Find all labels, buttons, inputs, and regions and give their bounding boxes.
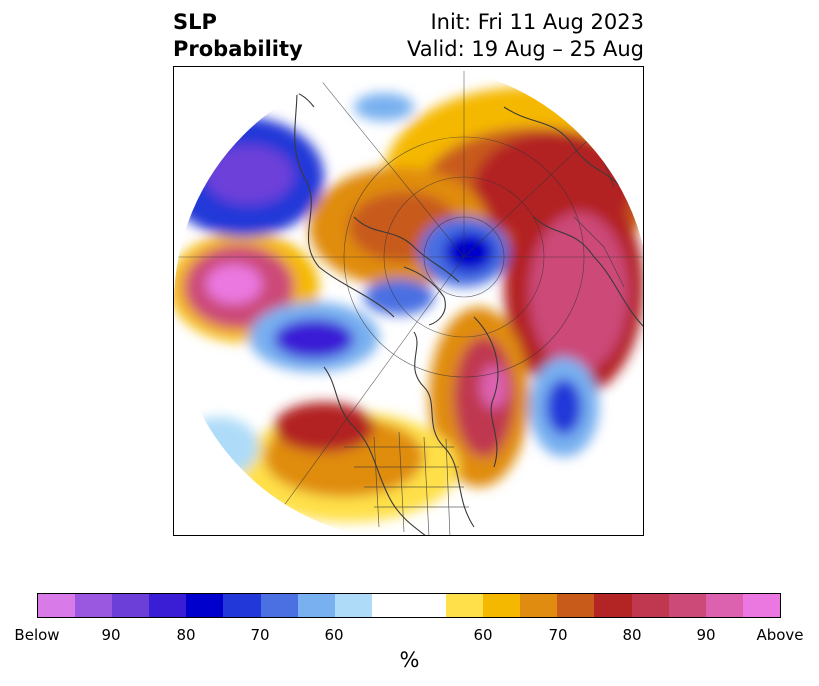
colorbar-segment [75,594,113,617]
tick-label: Above [756,626,804,644]
tick-label: 60 [473,626,493,644]
colorbar-segment [668,594,706,617]
colorbar-segment [112,594,150,617]
tick-label: Below [14,626,60,644]
colorbar-segment [371,594,409,617]
title-block-right: Init: Fri 11 Aug 2023 Valid: 19 Aug – 25… [407,9,644,63]
tick-label: 80 [622,626,642,644]
colorbar-segment [483,594,521,617]
variable-title: SLP [173,10,217,34]
tick-label: 90 [101,626,121,644]
colorbar-segment [149,594,187,617]
probability-colorbar [37,593,781,618]
colorbar-segment [260,594,298,617]
colorbar-segment [742,594,780,617]
colorbar-segment [705,594,743,617]
colorbar-segment [520,594,558,617]
colorbar-segment [594,594,632,617]
tick-label: 70 [548,626,568,644]
tick-label: 80 [176,626,196,644]
valid-range: Valid: 19 Aug – 25 Aug [406,37,644,61]
colorbar-segment [334,594,372,617]
colorbar-segment [186,594,224,617]
colorbar-segment [38,594,76,617]
tick-label: 60 [324,626,344,644]
colorbar-ticks: Below 90 80 70 60 60 70 80 90 Above [0,626,819,646]
colorbar-segment [557,594,595,617]
title-block-left: SLP Probability [173,9,303,63]
probability-map [174,67,643,535]
tick-label: 90 [696,626,716,644]
init-date: Init: Fri 11 Aug 2023 [430,10,644,34]
colorbar-segment [223,594,261,617]
variable-subtitle: Probability [173,37,303,61]
colorbar-segment [408,594,447,617]
colorbar-segment [297,594,335,617]
map-panel [173,66,644,536]
colorbar-segment [631,594,669,617]
colorbar-segment [446,594,484,617]
tick-label: 70 [250,626,270,644]
colorbar-unit: % [399,648,420,672]
